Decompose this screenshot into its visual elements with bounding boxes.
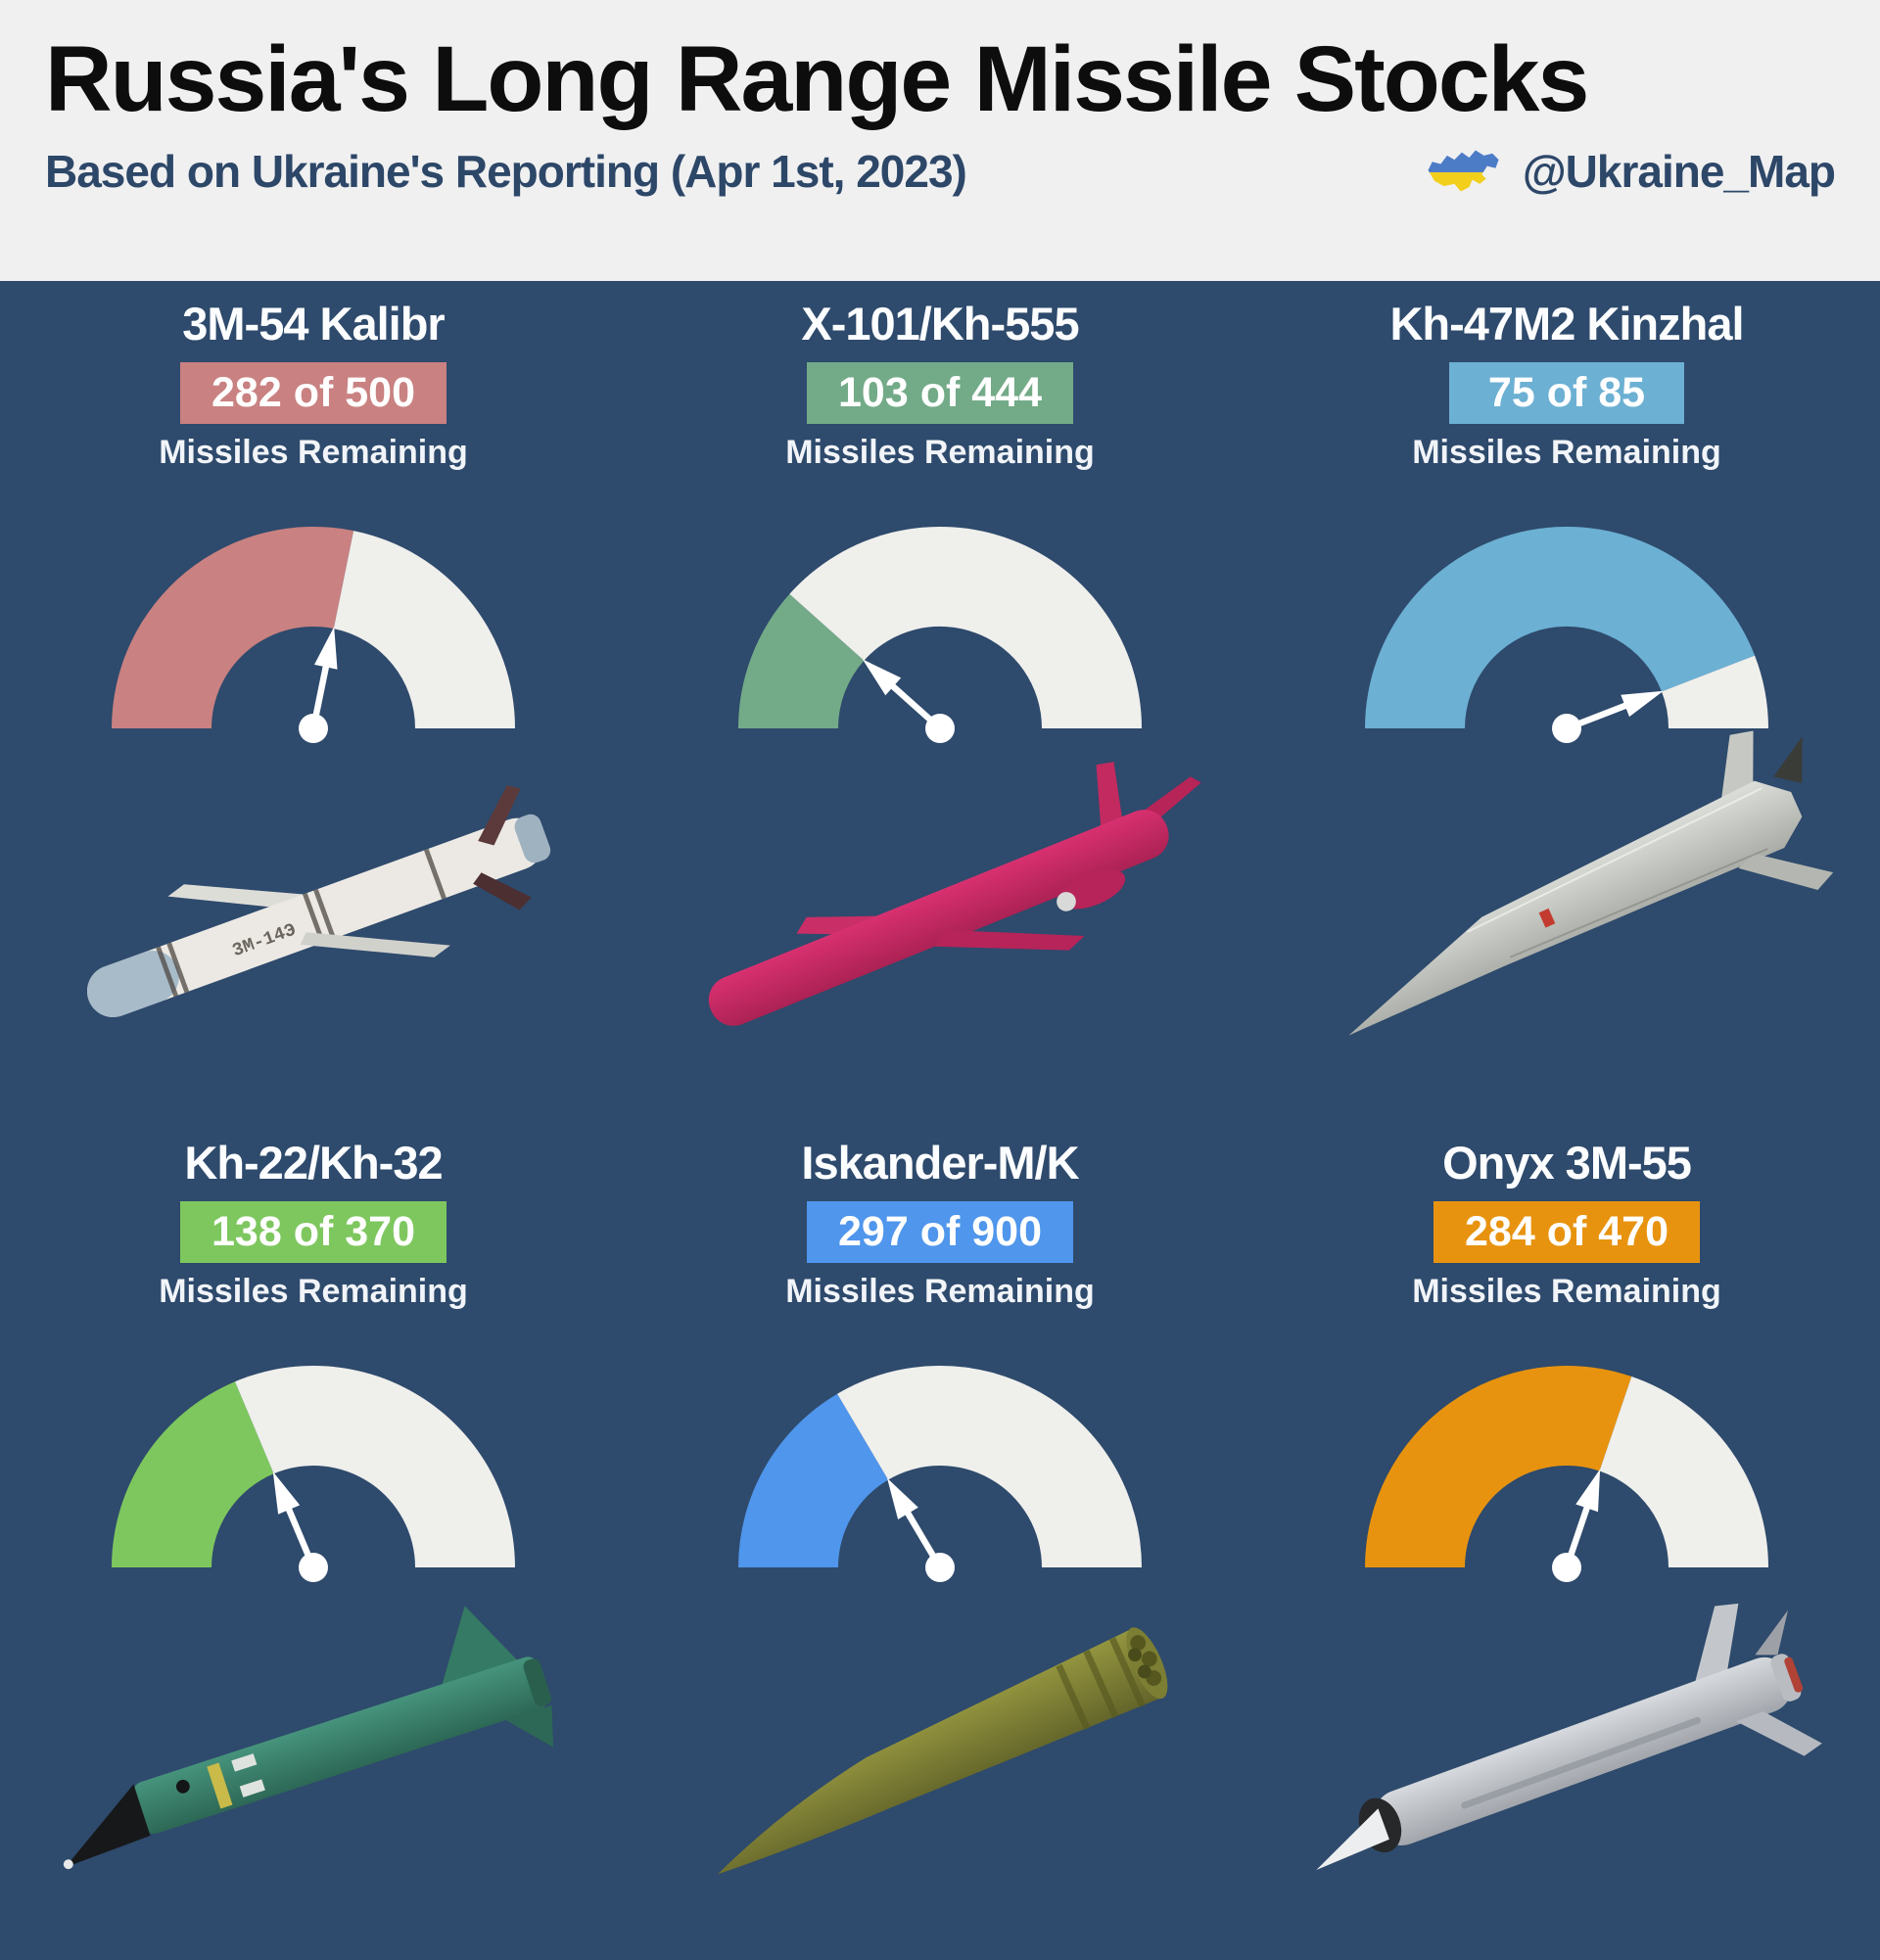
ukraine-map-icon [1428,150,1499,192]
stock-gauge [112,1366,515,1582]
missile-image-kh22 [63,1606,554,1870]
stock-caption: Missiles Remaining [785,1273,1095,1310]
cards-grid: 3M-54 Kalibr 282 of 500 Missiles Remaining… [0,281,1880,1959]
missile-card: Kh-22/Kh-32 138 of 370 Missiles Remaining [0,1120,627,1959]
missile-card: 3M-54 Kalibr 282 of 500 Missiles Remaining… [0,281,627,1120]
stock-caption: Missiles Remaining [785,434,1095,471]
stock-caption: Missiles Remaining [159,1273,468,1310]
missile-card: Kh-47M2 Kinzhal 75 of 85 Missiles Remainin… [1253,281,1880,1120]
missile-image-onyx [1316,1603,1822,1871]
missile-name: Kh-22/Kh-32 [184,1137,443,1189]
missile-card: X-101/Kh-555 103 of 444 Missiles Remaining [627,281,1253,1120]
missile-image-kinzhal [1348,730,1834,1036]
missile-name: Iskander-M/K [801,1137,1079,1189]
stock-gauge [1365,1366,1768,1582]
stock-badge: 103 of 444 [807,362,1073,424]
stock-badge: 297 of 900 [807,1201,1073,1263]
header: Russia's Long Range Missile Stocks Based… [0,0,1880,281]
missile-image-iskander [717,1627,1168,1875]
stock-gauge [738,1365,1142,1582]
missile-image-kalibr: 3M-14Э [86,785,551,1017]
missile-image-x101 [708,762,1201,1026]
stock-caption: Missiles Remaining [1412,1273,1721,1310]
stock-badge: 282 of 500 [180,362,446,424]
stock-gauge [1365,526,1768,743]
missile-name: 3M-54 Kalibr [182,298,445,350]
missile-name: Kh-47M2 Kinzhal [1389,298,1744,350]
stock-badge: 75 of 85 [1449,362,1684,424]
stock-caption: Missiles Remaining [159,434,468,471]
missile-card: Onyx 3M-55 284 of 470 Missiles Remaining [1253,1120,1880,1959]
stock-badge: 138 of 370 [180,1201,446,1263]
stock-gauge [111,526,515,743]
missile-card: Iskander-M/K 297 of 900 Missiles Remaining [627,1120,1253,1959]
stock-badge: 284 of 470 [1434,1201,1700,1263]
author-handle: @Ukraine_Map [1522,145,1836,197]
missile-name: Onyx 3M-55 [1442,1137,1692,1189]
stock-caption: Missiles Remaining [1412,434,1721,471]
subtitle-row: Based on Ukraine's Reporting (Apr 1st, 2… [45,144,1836,199]
subtitle: Based on Ukraine's Reporting (Apr 1st, 2… [45,145,967,197]
missile-name: X-101/Kh-555 [801,298,1079,350]
stock-gauge [738,526,1142,743]
page-title: Russia's Long Range Missile Stocks [45,27,1589,131]
